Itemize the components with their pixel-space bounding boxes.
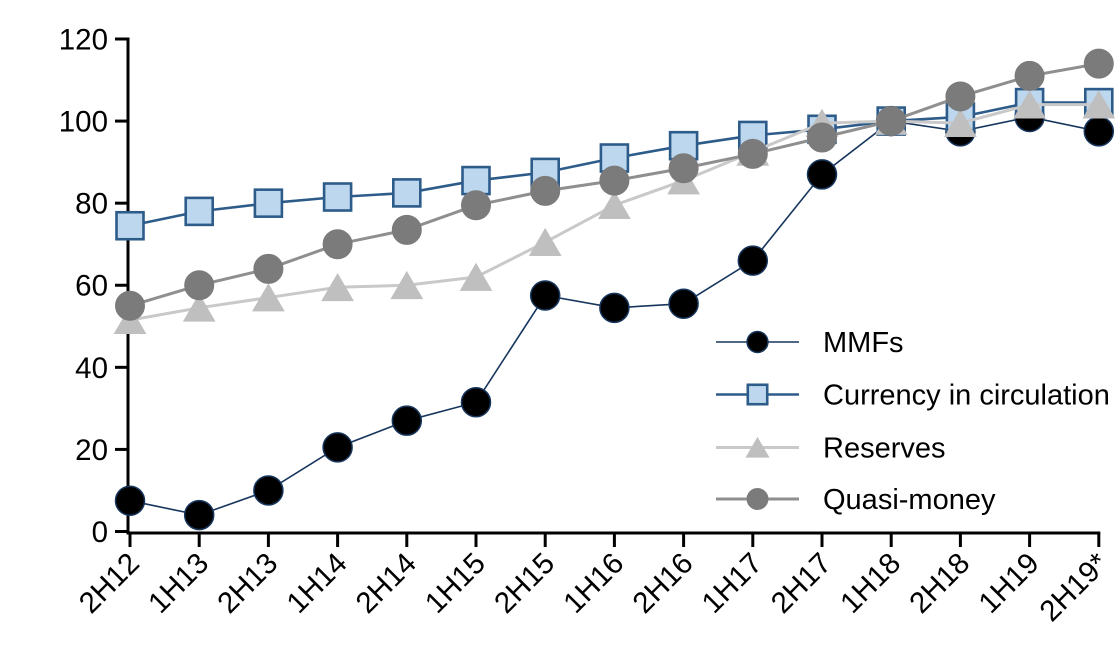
data-point-marker-reserves xyxy=(182,293,216,322)
x-axis-tick-label: 1H15 xyxy=(419,547,492,620)
legend-label: MMFs xyxy=(823,327,904,359)
legend: MMFs Currency in circulation Reserves Quasi… xyxy=(716,327,1110,516)
data-point-marker-reserves xyxy=(528,227,562,256)
data-point-marker-quasi-money xyxy=(115,290,145,321)
x-axis-tick-label: 2H19* xyxy=(1033,546,1115,628)
data-point-marker-reserves xyxy=(390,270,424,300)
chart-canvas: 0204060801001202H121H132H131H142H141H152… xyxy=(59,23,1116,628)
data-point-marker-quasi-money xyxy=(945,81,976,112)
data-point-marker-currency-in-circulation xyxy=(461,165,491,196)
data-point-marker-mmfs xyxy=(668,288,699,319)
data-point-marker-reserves xyxy=(1082,90,1116,119)
data-point-marker-quasi-money xyxy=(599,165,630,196)
y-axis-tick-label: 100 xyxy=(59,106,108,139)
series-quasi-money xyxy=(115,48,1114,321)
data-point-marker-mmfs xyxy=(737,245,769,276)
data-point-marker-currency-in-circulation xyxy=(391,178,422,208)
data-point-marker-quasi-money xyxy=(876,106,907,137)
x-axis-tick-label: 1H13 xyxy=(142,547,215,620)
y-axis-tick-label: 80 xyxy=(75,188,108,221)
data-point-marker-quasi-money xyxy=(1014,60,1045,91)
data-point-marker-mmfs xyxy=(253,475,284,506)
data-point-marker-currency-in-circulation xyxy=(184,196,214,227)
data-point-marker-quasi-money xyxy=(184,270,215,301)
data-point-marker-quasi-money xyxy=(322,229,353,260)
data-point-marker-mmfs xyxy=(599,292,630,324)
x-axis-tick-label: 1H16 xyxy=(557,547,630,620)
y-axis-tick-label: 40 xyxy=(75,352,108,385)
data-point-marker-mmfs xyxy=(183,499,215,531)
data-point-marker-mmfs xyxy=(391,405,423,436)
legend-item-currency-in-circulation: Currency in circulation xyxy=(716,380,1110,412)
legend-swatch-currency-in-circulation xyxy=(746,383,769,406)
index-line-chart: 0 20 40 60 80 100 120 2H12 1H13 2H13 1H14 2H14 1H15 2… xyxy=(40,16,1119,656)
x-axis-tick-label: 2H17 xyxy=(765,547,838,620)
legend-item-quasi-money: Quasi-money xyxy=(716,484,996,516)
data-point-marker-quasi-money xyxy=(668,153,699,184)
legend-label: Quasi-money xyxy=(823,484,996,516)
x-axis-tick-label: 2H16 xyxy=(626,547,699,620)
legend-item-mmfs: MMFs xyxy=(716,327,904,359)
data-point-marker-reserves xyxy=(459,262,493,291)
legend-swatch-mmfs xyxy=(746,330,769,354)
data-point-marker-reserves xyxy=(252,283,285,312)
y-axis-tick-label: 60 xyxy=(75,270,108,303)
x-axis-tick-label: 1H18 xyxy=(834,547,907,620)
legend-label: Reserves xyxy=(823,433,946,465)
data-point-marker-currency-in-circulation xyxy=(322,182,353,212)
x-axis-tick-label: 2H15 xyxy=(488,547,561,620)
x-axis-tick-label: 1H19 xyxy=(972,547,1045,620)
data-point-marker-reserves xyxy=(1013,90,1046,119)
data-point-marker-quasi-money xyxy=(461,190,491,221)
x-axis-tick-label: 2H18 xyxy=(903,547,976,620)
data-point-marker-mmfs xyxy=(322,432,353,463)
y-axis-tick-label: 0 xyxy=(92,516,108,549)
data-point-marker-mmfs xyxy=(1083,116,1115,147)
data-point-marker-quasi-money xyxy=(391,214,422,245)
x-axis-tick-label: 2H12 xyxy=(73,547,146,620)
y-axis-tick-label: 120 xyxy=(59,23,108,56)
data-point-marker-reserves xyxy=(944,108,977,137)
data-point-marker-mmfs xyxy=(114,485,146,516)
data-point-marker-quasi-money xyxy=(1083,48,1114,79)
data-point-marker-quasi-money xyxy=(530,175,561,206)
legend-label: Currency in circulation xyxy=(823,380,1110,412)
x-axis-tick-label: 1H17 xyxy=(696,547,769,620)
data-point-marker-reserves xyxy=(598,190,631,220)
data-point-marker-currency-in-circulation xyxy=(115,210,145,241)
legend-item-reserves: Reserves xyxy=(716,433,946,465)
data-point-marker-mmfs xyxy=(806,159,838,190)
data-point-marker-currency-in-circulation xyxy=(253,188,284,218)
data-point-marker-reserves xyxy=(321,272,354,302)
data-point-marker-quasi-money xyxy=(737,138,768,169)
y-axis-tick-label: 20 xyxy=(75,434,108,467)
data-point-marker-mmfs xyxy=(460,386,492,418)
x-axis-tick-label: 2H13 xyxy=(211,547,284,620)
legend-swatch-reserves xyxy=(745,436,770,458)
data-point-marker-mmfs xyxy=(529,280,561,311)
x-axis-tick-label: 1H14 xyxy=(280,547,353,620)
data-point-marker-quasi-money xyxy=(807,122,837,153)
x-axis-tick-label: 2H14 xyxy=(350,547,423,620)
data-point-marker-quasi-money xyxy=(253,253,284,284)
legend-swatch-quasi-money xyxy=(746,488,769,510)
